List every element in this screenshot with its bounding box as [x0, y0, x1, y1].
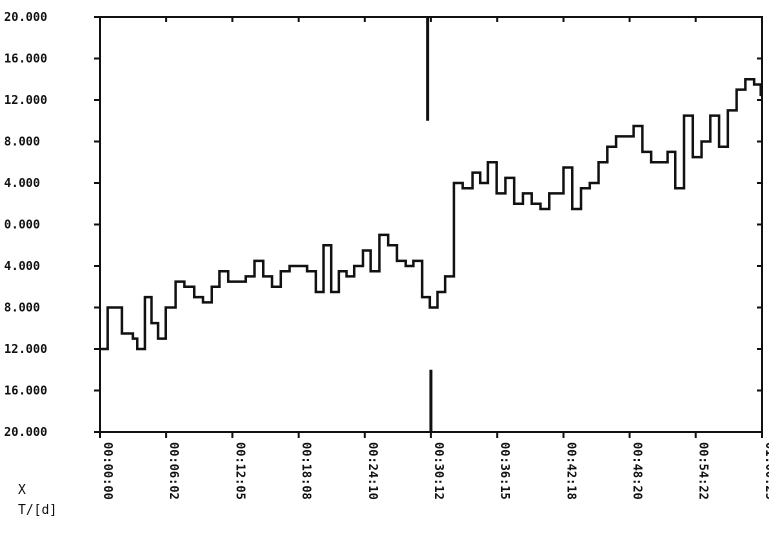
x-tick-label: 00:48:20 [631, 442, 645, 500]
x-tick-label: 00:54:22 [697, 442, 711, 500]
series-group [100, 78, 762, 351]
y-tick-label: 0.000 [4, 218, 40, 232]
x-tick-label: 00:06:02 [167, 442, 181, 500]
x-tick-label: 00:30:12 [432, 442, 446, 500]
x-axis-unit-label: T/[d] [18, 503, 57, 518]
y-tick-label: 4.000 [4, 176, 40, 190]
x-tick-label: 00:18:08 [300, 442, 314, 500]
series-line [100, 78, 762, 351]
x-tick-label: 01:00:25 [763, 442, 769, 500]
x-axis: 00:00:00 00:06:02 00:12:05 00:18:08 00:24:10… [99, 17, 769, 500]
y-tick-label: 16.000 [4, 52, 47, 66]
x-tick-label: 00:24:10 [366, 442, 380, 500]
x-tick-label: 00:00:00 [101, 442, 115, 500]
x-tick-label: 00:36:15 [498, 442, 512, 500]
y-tick-label: 4.000 [4, 259, 40, 273]
x-tick-label: 00:12:05 [233, 442, 247, 500]
y-tick-label: 8.000 [4, 135, 40, 149]
x-tick-label: 00:42:18 [564, 442, 578, 500]
y-tick-label: 16.000 [4, 384, 47, 398]
x-axis-label: X [18, 483, 26, 498]
y-tick-label: 20.000 [4, 10, 47, 24]
y-axis: 20.000 16.000 12.000 8.000 4.000 0.000 4.000 8.… [4, 10, 762, 439]
y-tick-label: 12.000 [4, 93, 47, 107]
vertical-markers [426, 17, 433, 432]
y-tick-label: 12.000 [4, 342, 47, 356]
y-tick-label: 20.000 [4, 425, 47, 439]
y-tick-label: 8.000 [4, 301, 40, 315]
